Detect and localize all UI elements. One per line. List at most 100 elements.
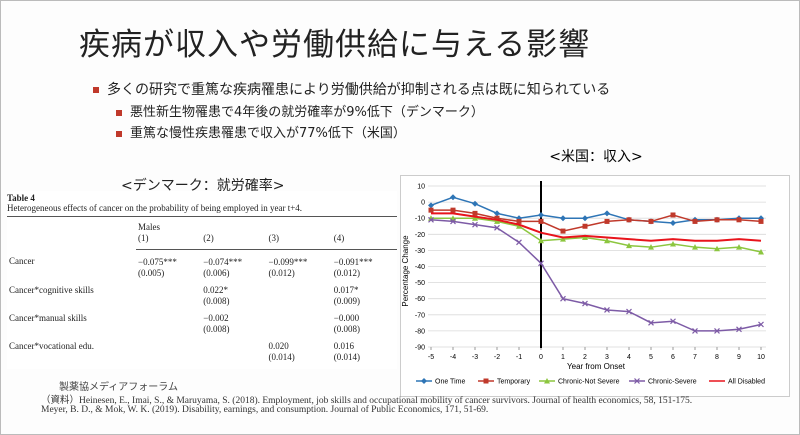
- marker: [560, 228, 566, 234]
- x-tick-label: 10: [757, 354, 765, 361]
- marker: [714, 245, 720, 252]
- marker: [494, 215, 500, 221]
- series-line: [430, 219, 762, 332]
- coef-cell: 0.017*: [333, 284, 359, 295]
- marker: [626, 217, 632, 223]
- marker: [450, 194, 456, 201]
- series-line: [431, 217, 762, 253]
- column-header: (4): [331, 232, 397, 250]
- marker: [560, 295, 566, 302]
- marker: [648, 218, 654, 224]
- marker: [494, 224, 500, 231]
- row-label: Cancer*further edu.: [7, 362, 136, 370]
- table-row: (0.005) (0.006) (0.012) (0.012): [7, 267, 397, 278]
- table-row: Cancer −0.075*** −0.074*** −0.099*** −0.091*…: [7, 250, 397, 268]
- marker: [538, 218, 544, 224]
- column-header: (1): [136, 232, 202, 250]
- sub-bullet: 悪性新生物罹患で4年後の就労確率が9%低下（デンマーク）: [116, 101, 484, 120]
- y-tick-label: -30: [415, 248, 425, 255]
- marker: [670, 220, 676, 227]
- table-row: Cancer*manual skills −0.002 −0.000: [7, 306, 397, 323]
- se-cell: (0.005): [138, 267, 165, 278]
- legend-label: All Disabled: [728, 379, 765, 386]
- panel-heading: <デンマーク：就労確率>: [121, 178, 285, 194]
- marker: [670, 212, 676, 218]
- y-tick-label: -50: [415, 280, 425, 287]
- y-tick-label: -60: [415, 296, 425, 303]
- table-row: (0.008) (0.008): [7, 323, 397, 334]
- x-tick-label: 1: [561, 354, 565, 361]
- x-tick-label: 7: [693, 354, 697, 361]
- x-tick-label: 0: [539, 354, 543, 361]
- marker: [450, 218, 456, 225]
- coef-cell: 0.016: [333, 340, 354, 351]
- x-tick-label: -1: [516, 354, 522, 361]
- legend-label: Temporary: [497, 379, 531, 386]
- x-tick-label: 9: [737, 354, 741, 361]
- marker: [758, 249, 764, 255]
- y-tick-label: 0: [421, 200, 425, 207]
- table-row: Cancer*vocational edu. 0.020 0.016: [7, 334, 397, 351]
- coef-cell: 0.030*: [332, 362, 397, 370]
- legend-label: Chronic-Severe: [648, 379, 697, 386]
- x-tick-label: 8: [715, 354, 719, 361]
- table: Males (1) (2) (3) (4) Cancer −0.075*** −0.074**…: [7, 221, 397, 369]
- y-axis-label: Percentage Change: [401, 235, 410, 307]
- table-caption: Heterogeneous effects of cancer on the p…: [7, 203, 397, 217]
- x-tick-label: 5: [649, 354, 653, 361]
- marker: [494, 210, 500, 217]
- series-line: [431, 209, 762, 232]
- row-label: Cancer*manual skills: [9, 312, 87, 323]
- se-cell: (0.008): [333, 323, 360, 334]
- marker: [692, 244, 698, 250]
- marker: [538, 211, 544, 218]
- coef-cell: −0.099***: [268, 256, 308, 267]
- x-tick-label: 6: [671, 354, 675, 361]
- sub-bullet: 重篤な慢性疾患罹患で収入が77%低下（米国）: [116, 122, 406, 141]
- x-tick-label: -3: [472, 354, 478, 361]
- legend-marker: [483, 378, 489, 384]
- marker: [428, 202, 434, 209]
- marker: [582, 234, 588, 241]
- marker: [648, 319, 654, 326]
- chart-title: <米国：収入>: [549, 149, 642, 165]
- coef-cell: −0.075***: [138, 256, 177, 267]
- se-cell: (0.008): [203, 323, 230, 334]
- table-row: (0.008) (0.009): [7, 295, 397, 306]
- marker: [472, 210, 478, 216]
- group-header: Males: [138, 221, 160, 232]
- marker: [428, 216, 434, 223]
- marker: [494, 218, 500, 224]
- marker: [736, 326, 742, 333]
- table-row: Males: [7, 221, 397, 232]
- coef-cell: −0.000: [333, 312, 360, 323]
- marker: [758, 218, 764, 224]
- marker: [582, 223, 588, 229]
- marker: [582, 215, 588, 222]
- y-tick-label: -80: [415, 328, 425, 335]
- marker: [626, 242, 632, 249]
- marker: [516, 239, 522, 246]
- table-image: Table 4 Heterogeneous effects of cancer o…: [7, 191, 397, 369]
- y-tick-label: -40: [415, 264, 425, 271]
- table-row: Cancer*cognitive skills 0.022* 0.017*: [7, 278, 397, 295]
- coef-cell: −0.074***: [203, 256, 243, 267]
- marker: [604, 237, 610, 244]
- legend-label: One Time: [435, 379, 465, 386]
- se-cell: (0.008): [203, 295, 230, 306]
- bullet: 多くの研究で重篤な疾病罹患により労働供給が抑制される点は既に知られている: [93, 79, 610, 99]
- table-row: Cancer*further edu. 0.050***0.030*: [7, 362, 397, 370]
- x-axis-label: Year from Onset: [567, 362, 626, 371]
- marker: [560, 236, 566, 242]
- marker: [670, 240, 676, 247]
- x-tick-label: -4: [450, 354, 456, 361]
- marker: [692, 218, 698, 224]
- reference: （資料）Heinesen, E., Imai, S., & Maruyama, …: [41, 396, 693, 406]
- marker: [670, 318, 676, 325]
- slide-title: 疾病が収入や労働供給に与える影響: [79, 27, 591, 63]
- se-cell: (0.012): [268, 267, 295, 278]
- y-tick-label: -70: [415, 312, 425, 319]
- marker: [604, 307, 610, 313]
- row-label: Cancer*vocational edu.: [9, 340, 94, 351]
